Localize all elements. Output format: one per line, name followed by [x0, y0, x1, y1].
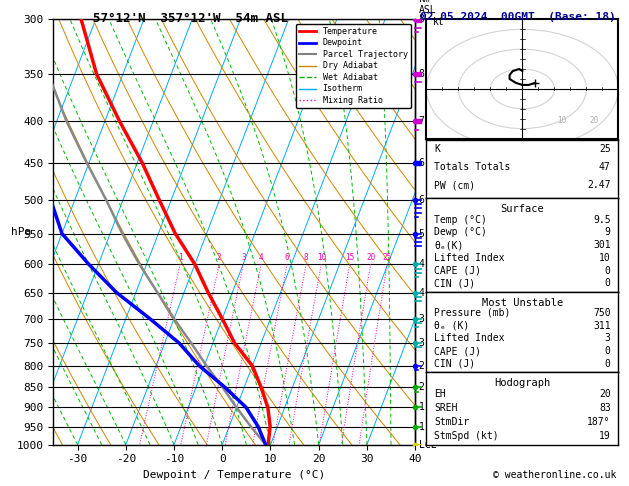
Text: 5: 5 [419, 228, 425, 239]
X-axis label: Dewpoint / Temperature (°C): Dewpoint / Temperature (°C) [143, 470, 325, 480]
Text: 1: 1 [419, 421, 425, 432]
Text: 3: 3 [419, 313, 425, 324]
Text: θₑ (K): θₑ (K) [434, 321, 469, 330]
Text: 4: 4 [259, 254, 264, 262]
Text: 4: 4 [419, 259, 425, 269]
Text: Lifted Index: Lifted Index [434, 253, 504, 263]
Text: km
ASL: km ASL [419, 0, 437, 15]
Text: 7: 7 [419, 116, 425, 126]
Text: 1: 1 [178, 254, 182, 262]
Text: 3: 3 [241, 254, 246, 262]
Text: 3: 3 [419, 338, 425, 348]
Text: Most Unstable: Most Unstable [482, 298, 563, 308]
Text: 8: 8 [419, 15, 425, 24]
Text: 3: 3 [604, 333, 611, 344]
Text: EH: EH [434, 389, 446, 399]
Text: LCL: LCL [419, 440, 437, 450]
Text: 6: 6 [419, 195, 425, 205]
Text: CIN (J): CIN (J) [434, 359, 476, 369]
Text: 2: 2 [217, 254, 221, 262]
Text: 8: 8 [304, 254, 308, 262]
Text: 1: 1 [419, 402, 425, 413]
Text: 15: 15 [345, 254, 354, 262]
Text: 2.47: 2.47 [587, 180, 611, 191]
Text: 20: 20 [589, 116, 599, 124]
Text: PW (cm): PW (cm) [434, 180, 476, 191]
Text: CAPE (J): CAPE (J) [434, 346, 481, 356]
Text: 0: 0 [604, 278, 611, 288]
Text: 187°: 187° [587, 417, 611, 427]
Text: 750: 750 [593, 308, 611, 318]
Text: 6: 6 [285, 254, 289, 262]
Text: 10: 10 [599, 253, 611, 263]
Text: 02.05.2024  00GMT  (Base: 18): 02.05.2024 00GMT (Base: 18) [420, 12, 616, 22]
Text: 47: 47 [599, 162, 611, 172]
Text: θₑ(K): θₑ(K) [434, 240, 464, 250]
Text: StmDir: StmDir [434, 417, 469, 427]
Text: 0: 0 [604, 265, 611, 276]
Text: Mixing Ratio (g/kg): Mixing Ratio (g/kg) [443, 176, 453, 288]
Text: 9: 9 [604, 227, 611, 237]
Text: 301: 301 [593, 240, 611, 250]
Text: 311: 311 [593, 321, 611, 330]
Text: Lifted Index: Lifted Index [434, 333, 504, 344]
Text: K: K [434, 144, 440, 154]
Text: 19: 19 [599, 431, 611, 441]
Text: Totals Totals: Totals Totals [434, 162, 511, 172]
Text: Surface: Surface [501, 205, 544, 214]
Text: SREH: SREH [434, 403, 458, 413]
Text: Dewp (°C): Dewp (°C) [434, 227, 487, 237]
Text: 10: 10 [557, 116, 567, 124]
Text: hPa: hPa [11, 227, 31, 237]
Text: 25: 25 [382, 254, 392, 262]
Text: StmSpd (kt): StmSpd (kt) [434, 431, 499, 441]
Text: CAPE (J): CAPE (J) [434, 265, 481, 276]
Text: © weatheronline.co.uk: © weatheronline.co.uk [493, 470, 616, 480]
Legend: Temperature, Dewpoint, Parcel Trajectory, Dry Adiabat, Wet Adiabat, Isotherm, Mi: Temperature, Dewpoint, Parcel Trajectory… [296, 24, 411, 108]
Text: 9.5: 9.5 [593, 215, 611, 225]
Text: 0: 0 [604, 359, 611, 369]
Text: 2: 2 [419, 361, 425, 371]
Text: 25: 25 [599, 144, 611, 154]
Text: 2: 2 [419, 382, 425, 392]
Text: Pressure (mb): Pressure (mb) [434, 308, 511, 318]
Text: Hodograph: Hodograph [494, 378, 550, 388]
Text: 10: 10 [316, 254, 326, 262]
Text: kt: kt [433, 17, 445, 27]
Text: 0: 0 [604, 346, 611, 356]
Text: 8: 8 [419, 69, 425, 79]
Text: Temp (°C): Temp (°C) [434, 215, 487, 225]
Text: 4: 4 [419, 288, 425, 297]
Text: CIN (J): CIN (J) [434, 278, 476, 288]
Text: 20: 20 [366, 254, 376, 262]
Text: 83: 83 [599, 403, 611, 413]
Text: 20: 20 [599, 389, 611, 399]
Text: 57°12'N  357°12'W  54m ASL: 57°12'N 357°12'W 54m ASL [93, 12, 289, 25]
Text: 6: 6 [419, 157, 425, 168]
